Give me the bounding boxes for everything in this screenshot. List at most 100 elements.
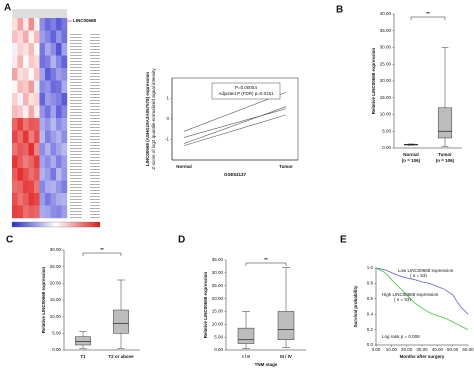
heatmap-cell (56, 68, 62, 81)
heatmap-cell (12, 168, 18, 181)
heatmap-cell (28, 143, 35, 156)
heatmap-cell (17, 18, 24, 31)
heatmap-cell (45, 143, 51, 156)
annotation-box (211, 82, 281, 100)
y-tick-label: 0.4 (367, 311, 374, 316)
heatmap-cell (39, 168, 46, 181)
heatmap-cell (56, 18, 62, 31)
y-tick-label: 5.00 (52, 331, 61, 336)
x-tick-label: 0.00 (372, 347, 381, 352)
heatmap-cell (34, 205, 40, 219)
heatmap-cell (34, 68, 40, 81)
heatmap-cell (45, 18, 51, 31)
heatmap-cell (56, 55, 62, 69)
y-tick-label: 30.00 (50, 247, 62, 252)
significance-bracket (82, 252, 122, 256)
heatmap-cell (12, 130, 18, 144)
heatmap-cell (56, 80, 62, 94)
heatmap-cell (50, 143, 57, 156)
x-axis-label: GSE53137 (224, 172, 247, 177)
heatmap-cell (61, 80, 68, 94)
heatmap-cell (17, 130, 24, 144)
heatmap-cell (17, 55, 24, 69)
heatmap-cell (39, 43, 46, 56)
heatmap-cell (34, 118, 40, 131)
x-tick-label: 50.00 (447, 347, 459, 352)
heatmap-cell (39, 105, 46, 119)
heatmap-cell (56, 118, 62, 131)
significance: ** (264, 257, 268, 262)
heatmap-cell (61, 155, 68, 169)
heatmap-cell (50, 168, 57, 181)
x-tick-label: T2 or above (108, 354, 134, 359)
heatmap-cell (12, 43, 18, 56)
heatmap-cell (56, 93, 62, 106)
legend-label: Low LINC00668 expression (398, 268, 454, 273)
heatmap-cell (17, 155, 24, 169)
y-axis-label: Relative LINC00668 expression (203, 271, 208, 338)
panel-label: A (4, 3, 11, 14)
heatmap-cell (12, 18, 18, 31)
heatmap-cell (56, 30, 62, 44)
heatmap-cell (61, 118, 68, 131)
heatmap-cell (45, 118, 51, 131)
heatmap-cell (17, 180, 24, 194)
y-tick-label: 0.8 (367, 281, 374, 286)
heatmap-cell (28, 118, 35, 131)
y-tick-label: 0 (166, 116, 169, 121)
heatmap-cell (23, 155, 29, 169)
y-tick-label: 0.2 (367, 327, 374, 332)
heatmap-cell (56, 43, 62, 56)
heatmap-cell (12, 55, 18, 69)
heatmap-cell (34, 105, 40, 119)
significance: ** (426, 11, 430, 16)
heatmap-cell (45, 43, 51, 56)
heatmap-cell (12, 143, 18, 156)
heatmap-cell (50, 130, 57, 144)
heatmap-cell (12, 193, 18, 206)
highlight-label: LINC00668 (73, 18, 97, 23)
y-axis-label: Relative LINC00668 expression (371, 47, 376, 114)
y-tick-label: 10.00 (50, 314, 62, 319)
annotation: Adjusted P (FDR) p=0.0161 (218, 91, 274, 96)
heatmap-cell (61, 130, 68, 144)
heatmap-cell (61, 18, 68, 31)
y-tick-label: 0.00 (52, 347, 61, 352)
heatmap-cell (61, 105, 68, 119)
heatmap-cell (61, 68, 68, 81)
heatmap-header (12, 9, 67, 18)
y-tick-label: 20.00 (380, 78, 392, 83)
heatmap-cell (23, 118, 29, 131)
heatmap-cell (34, 130, 40, 144)
x-tick-label: Tumor (438, 152, 452, 157)
heatmap-cell (28, 43, 35, 56)
heatmap-cell (50, 55, 57, 69)
y-tick-label: 0.00 (382, 145, 391, 150)
y-tick-label: 20.00 (212, 296, 224, 301)
heatmap-cell (50, 180, 57, 194)
heatmap-cell (50, 30, 57, 44)
y-axis-label: LINC00668 (ASHG19A3A057578) expression (145, 72, 150, 167)
heatmap-cell (17, 105, 24, 119)
heatmap-cell (39, 55, 46, 69)
heatmap-cell (61, 143, 68, 156)
heatmap-cell (45, 205, 51, 219)
y-tick-label: 30.00 (212, 270, 224, 275)
heatmap-cell (28, 205, 35, 219)
heatmap-cell (61, 168, 68, 181)
heatmap-cell (34, 193, 40, 206)
box (113, 309, 129, 334)
heatmap-cell (50, 43, 57, 56)
x-tick-label: III / IV (280, 354, 292, 359)
heatmap-cell (61, 193, 68, 206)
survival-curve (375, 267, 469, 330)
y-tick-label: 5.00 (382, 128, 391, 133)
heatmap-cell (61, 43, 68, 56)
y-tick-label: 25.00 (212, 283, 224, 288)
legend-label: High LINC00668 expression (382, 292, 439, 297)
heatmap-cell (50, 105, 57, 119)
heatmap-cell (56, 155, 62, 169)
heatmap-cell (12, 93, 18, 106)
x-tick-label: T1 (80, 354, 86, 359)
